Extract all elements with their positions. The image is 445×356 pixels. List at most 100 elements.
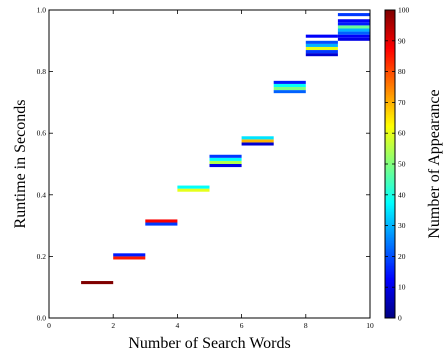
colorbar-segment xyxy=(385,63,395,66)
colorbar-tick-label: 100 xyxy=(398,6,410,15)
colorbar-segment xyxy=(385,194,395,197)
colorbar-segment xyxy=(385,241,395,243)
colorbar-segment xyxy=(385,268,395,271)
colorbar-segment xyxy=(385,50,395,52)
colorbar-segment xyxy=(385,288,395,291)
colorbar-segment xyxy=(385,91,395,94)
colorbar-segment xyxy=(385,180,395,183)
colorbar-segment xyxy=(385,188,395,191)
colorbar-segment xyxy=(385,73,395,76)
colorbar-tick-label: 60 xyxy=(398,129,406,138)
colorbar-segment xyxy=(385,176,395,179)
colorbar-segment xyxy=(385,57,395,60)
colorbar-segment xyxy=(385,265,395,268)
colorbar-segment xyxy=(385,151,395,154)
colorbar-segment xyxy=(385,53,395,56)
colorbar-segment xyxy=(385,16,395,19)
y-axis-label: Runtime in Seconds xyxy=(12,100,29,229)
colorbar-segment xyxy=(385,70,395,72)
colorbar-segment xyxy=(385,148,395,151)
colorbar-segment xyxy=(385,147,395,149)
colorbar-segment xyxy=(385,150,395,153)
colorbar-segment xyxy=(385,302,395,305)
colorbar-segment xyxy=(385,247,395,250)
heatmap-cell xyxy=(305,43,338,47)
colorbar-segment xyxy=(385,17,395,20)
colorbar-segment xyxy=(385,285,395,288)
heatmap-cell xyxy=(145,222,178,226)
colorbar-tick-label: 0 xyxy=(398,314,402,323)
colorbar-segment xyxy=(385,314,395,317)
colorbar-segment xyxy=(385,237,395,240)
colorbar-segment xyxy=(385,224,395,226)
colorbar-segment xyxy=(385,182,395,185)
colorbar-segment xyxy=(385,137,395,140)
colorbar-segment xyxy=(385,105,395,108)
colorbar-segment xyxy=(385,254,395,257)
x-axis-label: Number of Search Words xyxy=(128,335,290,352)
colorbar-segment xyxy=(385,250,395,253)
colorbar-segment xyxy=(385,96,395,99)
colorbar-segment xyxy=(385,136,395,139)
colorbar-segment xyxy=(385,204,395,206)
colorbar-segment xyxy=(385,157,395,160)
heatmap-cell xyxy=(337,22,370,26)
colorbar-segment xyxy=(385,54,395,57)
colorbar-segment xyxy=(385,185,395,188)
colorbar-segment xyxy=(385,107,395,109)
colorbar-segment xyxy=(385,207,395,210)
colorbar-segment xyxy=(385,31,395,34)
colorbar-segment xyxy=(385,270,395,273)
heatmap-cell xyxy=(337,28,370,32)
heatmap-cell xyxy=(177,188,210,192)
colorbar-segment xyxy=(385,253,395,256)
colorbar-segment xyxy=(385,160,395,163)
heatmap-cells xyxy=(81,13,370,285)
colorbar-segment xyxy=(385,87,395,89)
heatmap-cell xyxy=(81,281,114,285)
x-tick-label: 4 xyxy=(176,321,180,330)
colorbar-segment xyxy=(385,125,395,128)
y-tick-label: 0.8 xyxy=(37,67,47,76)
colorbar-segment xyxy=(385,242,395,245)
colorbar-segment xyxy=(385,133,395,136)
heatmap-cell xyxy=(305,50,338,54)
colorbar-segment xyxy=(385,281,395,283)
colorbar-segment xyxy=(385,214,395,217)
plot-frame xyxy=(48,9,371,319)
colorbar-segment xyxy=(385,299,395,302)
colorbar-segment xyxy=(385,293,395,296)
colorbar-segment xyxy=(385,277,395,280)
colorbar-segment xyxy=(385,140,395,143)
colorbar-segment xyxy=(385,119,395,122)
heatmap-cell xyxy=(337,19,370,23)
heatmap-cell xyxy=(209,157,242,161)
colorbar-segment xyxy=(385,196,395,199)
colorbar-label: Number of Appearance xyxy=(426,89,443,238)
colorbar-segment xyxy=(385,102,395,105)
colorbar-segment xyxy=(385,97,395,100)
colorbar-segment xyxy=(385,208,395,211)
colorbar-segment xyxy=(385,313,395,316)
colorbar-segment xyxy=(385,108,395,111)
heatmap-cell xyxy=(337,31,370,35)
colorbar-segment xyxy=(385,227,395,230)
colorbar-segment xyxy=(385,297,395,300)
colorbar-segment xyxy=(385,236,395,239)
colorbar-segment xyxy=(385,77,395,80)
colorbar-segment xyxy=(385,117,395,120)
colorbar-segment xyxy=(385,66,395,69)
colorbar-segment xyxy=(385,304,395,307)
colorbar-segment xyxy=(385,170,395,173)
colorbar-tick-label: 80 xyxy=(398,67,406,76)
colorbar-segment xyxy=(385,45,395,48)
colorbar-segment xyxy=(385,28,395,31)
colorbar-segment xyxy=(385,94,395,97)
heatmap-cell xyxy=(273,87,306,91)
colorbar-segment xyxy=(385,59,395,62)
x-tick-label: 10 xyxy=(366,321,374,330)
colorbar-segment xyxy=(385,187,395,190)
heatmap-cell xyxy=(241,142,274,146)
y-axis: 0.0 0.2 0.4 0.6 0.8 1.0 xyxy=(37,6,370,323)
